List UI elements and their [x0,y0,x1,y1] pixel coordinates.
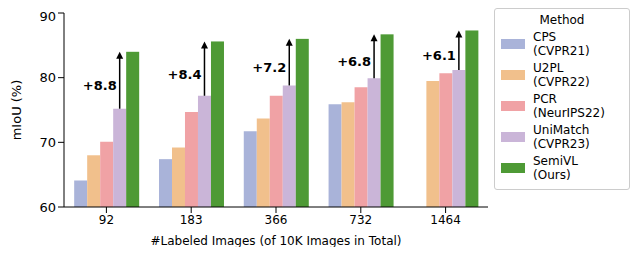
svg-text:366: 366 [265,213,288,227]
html-text:(CVPR21): (CVPR21) [533,44,590,58]
svg-text:+6.1: +6.1 [422,48,456,63]
html-text:(NeurIPS22): (NeurIPS22) [533,106,605,120]
html-text:CPS: CPS [533,30,557,44]
svg-text:#Labeled Images (of 10K Images: #Labeled Images (of 10K Images in Total) [150,234,401,247]
svg-text:92: 92 [99,213,114,227]
svg-text:1464: 1464 [430,213,461,227]
html-text:PCR: PCR [533,92,557,106]
svg-text:+6.8: +6.8 [337,54,371,69]
html-text:SemiVL: SemiVL [533,154,578,168]
svg-text:90: 90 [39,9,56,24]
svg-text:+8.4: +8.4 [168,67,202,82]
html-text:(CVPR23): (CVPR23) [533,137,590,151]
svg-text:183: 183 [180,213,203,227]
svg-text:70: 70 [39,135,56,150]
svg-text:mIoU (%): mIoU (%) [9,80,24,141]
svg-text:80: 80 [39,70,56,85]
svg-text:+8.8: +8.8 [83,78,117,93]
html-text:UniMatch: UniMatch [533,123,590,137]
svg-text:+7.2: +7.2 [252,60,286,75]
svg-text:60: 60 [39,200,56,215]
html-text:Method: Method [539,13,585,27]
html-text:(CVPR22): (CVPR22) [533,75,590,89]
html-text:U2PL: U2PL [533,61,564,75]
html-text:(Ours): (Ours) [533,168,571,182]
svg-text:732: 732 [349,213,372,227]
